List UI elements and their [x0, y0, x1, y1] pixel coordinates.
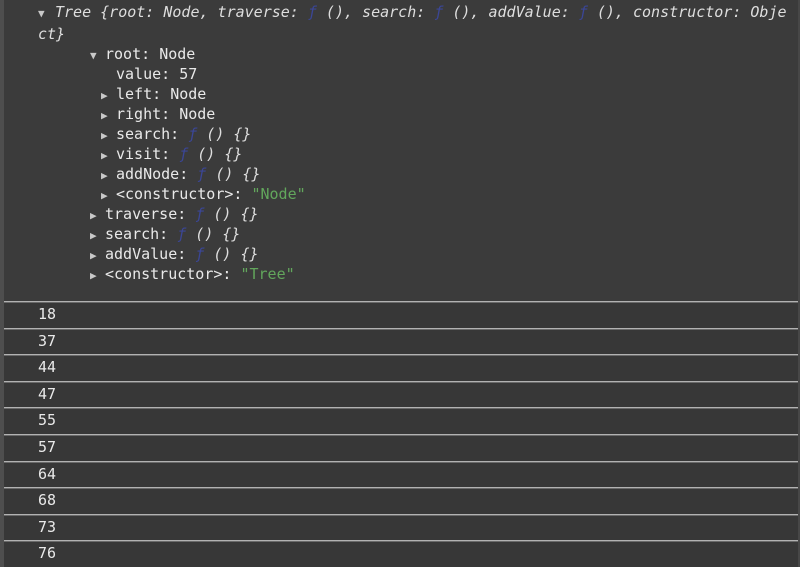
disclosure-triangle-icon[interactable]: ▶ — [90, 209, 97, 222]
text-segment: () {} — [204, 205, 259, 223]
disclosure-triangle-icon[interactable]: ▶ — [101, 149, 108, 162]
disclosure-triangle-icon[interactable]: ▶ — [101, 89, 108, 102]
function-symbol: ƒ — [307, 3, 317, 21]
property-name: left: — [116, 85, 171, 103]
object-preview-text: Tree {root: Node, traverse: ƒ (), search… — [38, 3, 787, 43]
object-property-tree: ▼ root: Node value: 57 ▶ left: Node ▶ right: N… — [38, 44, 796, 284]
log-value: 44 — [38, 358, 57, 377]
console-log-row: 55 — [0, 407, 800, 434]
object-preview: ▼ Tree {root: Node, traverse: ƒ (), searc… — [38, 2, 796, 44]
disclosure-triangle-icon[interactable]: ▶ — [101, 109, 108, 122]
tree-property-row[interactable]: ▶ <constructor>: "Tree" — [38, 264, 796, 284]
console-object-entry[interactable]: ▼ Tree {root: Node, traverse: ƒ (), searc… — [0, 0, 800, 303]
text-segment: () {} — [204, 245, 259, 263]
text-segment: Node — [179, 105, 216, 123]
log-value: 18 — [38, 305, 57, 323]
tree-property-row[interactable]: ▶ search: ƒ () {} — [38, 124, 796, 144]
text-segment: (), addValue: — [443, 3, 579, 21]
string-value: "Tree" — [240, 265, 295, 283]
tree-property-row[interactable]: ▼ root: Node — [38, 44, 796, 64]
text-segment: () {} — [206, 165, 261, 183]
log-value: 73 — [38, 517, 57, 536]
tree-property-row[interactable]: value: 57 — [38, 64, 796, 84]
property-name: search: — [116, 125, 189, 143]
log-value: 37 — [38, 331, 57, 350]
tree-property-row[interactable]: ▶ traverse: ƒ () {} — [38, 204, 796, 224]
disclosure-triangle-icon[interactable]: ▶ — [90, 229, 97, 242]
console-left-gutter — [0, 0, 4, 567]
property-name: <constructor>: — [116, 185, 252, 203]
text-segment: Node — [170, 85, 207, 103]
function-symbol: ƒ — [177, 225, 187, 243]
property-name: right: — [116, 105, 180, 123]
console-log-row: 18 — [0, 301, 800, 328]
console-log-row: 37 — [0, 327, 800, 355]
tree-property-row[interactable]: ▶ <constructor>: "Node" — [38, 184, 796, 204]
function-symbol: ƒ — [197, 165, 207, 183]
log-value: 68 — [38, 491, 57, 510]
text-segment: ct} — [38, 25, 66, 43]
disclosure-triangle-icon[interactable]: ▼ — [90, 49, 97, 62]
log-value: 57 — [38, 437, 57, 456]
log-value: 64 — [38, 464, 57, 483]
console-log-row: 64 — [0, 460, 800, 488]
log-value: 76 — [38, 544, 57, 563]
tree-property-row[interactable]: ▶ left: Node — [38, 84, 796, 104]
disclosure-triangle-icon[interactable]: ▶ — [101, 169, 108, 182]
tree-property-row[interactable]: ▶ addValue: ƒ () {} — [38, 244, 796, 264]
function-symbol: ƒ — [195, 205, 205, 223]
console-right-edge — [798, 0, 800, 567]
disclosure-triangle-icon[interactable]: ▼ — [38, 7, 45, 20]
disclosure-triangle-icon[interactable]: ▶ — [101, 129, 108, 142]
property-name: traverse: — [105, 205, 196, 223]
function-symbol: ƒ — [434, 3, 444, 21]
function-symbol: ƒ — [578, 3, 588, 21]
log-value: 55 — [38, 411, 57, 430]
console-log-row: 68 — [0, 487, 800, 514]
property-name: visit: — [116, 145, 180, 163]
property-name: search: — [105, 225, 178, 243]
tree-property-row[interactable]: ▶ search: ƒ () {} — [38, 224, 796, 244]
function-symbol: ƒ — [179, 145, 189, 163]
property-name: root: — [105, 45, 160, 63]
disclosure-triangle-icon[interactable]: ▶ — [101, 189, 108, 202]
string-value: "Node" — [251, 185, 306, 203]
tree-property-row[interactable]: ▶ addNode: ƒ () {} — [38, 164, 796, 184]
console-log-row: 57 — [0, 433, 800, 461]
text-segment: Tree {root: Node, traverse: — [55, 3, 308, 21]
text-segment: (), search: — [316, 3, 435, 21]
console-log-row: 76 — [0, 540, 800, 567]
function-symbol: ƒ — [195, 245, 205, 263]
text-segment: () {} — [197, 125, 252, 143]
property-name: <constructor>: — [105, 265, 241, 283]
function-symbol: ƒ — [188, 125, 198, 143]
disclosure-triangle-icon[interactable]: ▶ — [90, 269, 97, 282]
property-name: addValue: — [105, 245, 196, 263]
tree-property-row[interactable]: ▶ right: Node — [38, 104, 796, 124]
property-name: value: — [116, 65, 180, 83]
text-segment: Node — [159, 45, 196, 63]
text-segment: (), constructor: Obje — [587, 3, 787, 21]
text-segment: () {} — [188, 145, 243, 163]
log-value: 47 — [38, 384, 57, 403]
disclosure-triangle-icon[interactable]: ▶ — [90, 249, 97, 262]
property-name: addNode: — [116, 165, 198, 183]
console-log-row: 73 — [0, 513, 800, 541]
console-log-row: 47 — [0, 380, 800, 408]
text-segment: () {} — [186, 225, 241, 243]
console-log-row: 44 — [0, 354, 800, 381]
text-segment: 57 — [179, 65, 198, 83]
console-log-list: 18 37 44 47 55 57 64 68 73 76 — [0, 301, 800, 567]
tree-property-row[interactable]: ▶ visit: ƒ () {} — [38, 144, 796, 164]
